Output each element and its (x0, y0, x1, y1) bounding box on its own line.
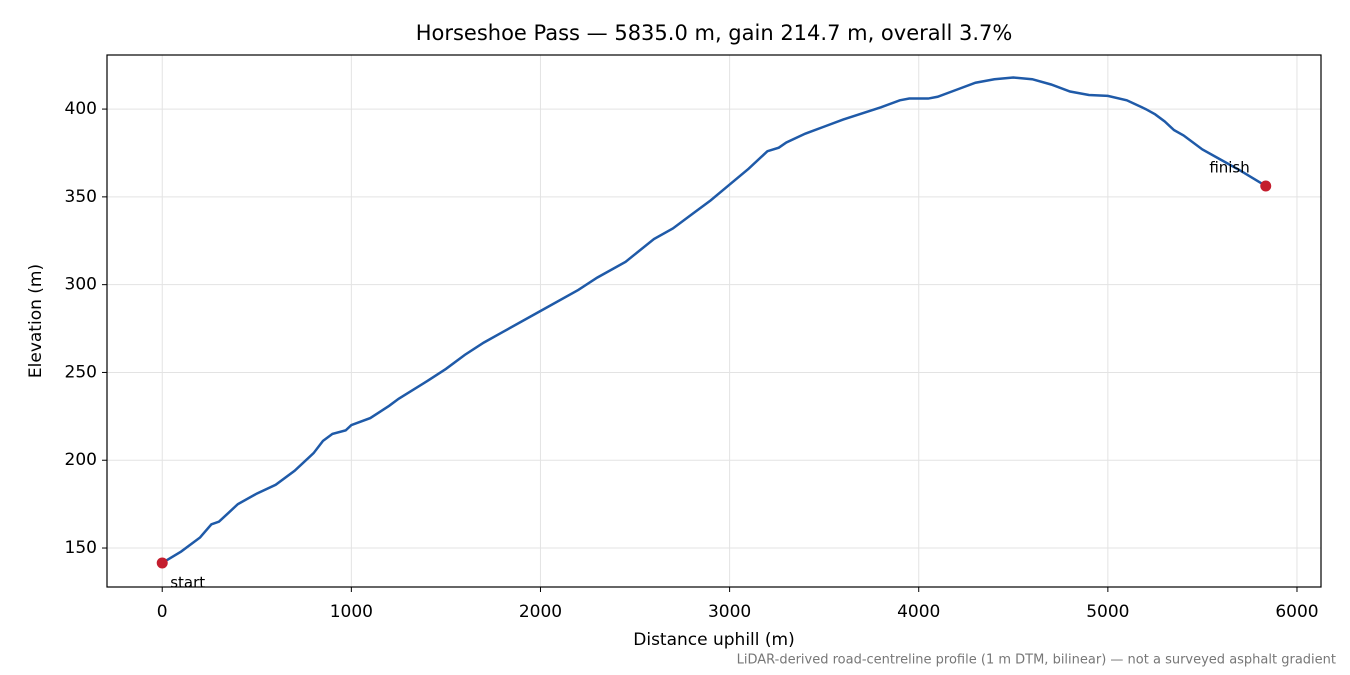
point-label: start (170, 573, 205, 591)
footnote: LiDAR-derived road-centreline profile (1… (737, 653, 1336, 668)
y-axis-label: Elevation (m) (26, 264, 46, 378)
endpoint-marker (156, 557, 168, 569)
x-tick-label: 4000 (897, 602, 940, 622)
y-tick-label: 400 (65, 99, 97, 119)
chart-title: Horseshoe Pass — 5835.0 m, gain 214.7 m,… (416, 21, 1013, 45)
y-tick-label: 200 (65, 450, 97, 470)
y-tick-label: 300 (65, 275, 97, 295)
elevation-line (161, 76, 1267, 565)
endpoint-marker (1260, 180, 1272, 192)
x-tick-label: 6000 (1275, 602, 1318, 622)
point-label: finish (1209, 158, 1249, 176)
x-axis-label: Distance uphill (m) (633, 630, 794, 650)
x-tick-label: 2000 (519, 602, 562, 622)
plot-frame (106, 54, 1322, 588)
x-tick-label: 1000 (330, 602, 373, 622)
x-tick-label: 5000 (1086, 602, 1129, 622)
y-tick-label: 150 (65, 538, 97, 558)
x-tick-label: 0 (157, 602, 168, 622)
y-tick-label: 250 (65, 362, 97, 382)
y-tick-label: 350 (65, 187, 97, 207)
x-tick-label: 3000 (708, 602, 751, 622)
